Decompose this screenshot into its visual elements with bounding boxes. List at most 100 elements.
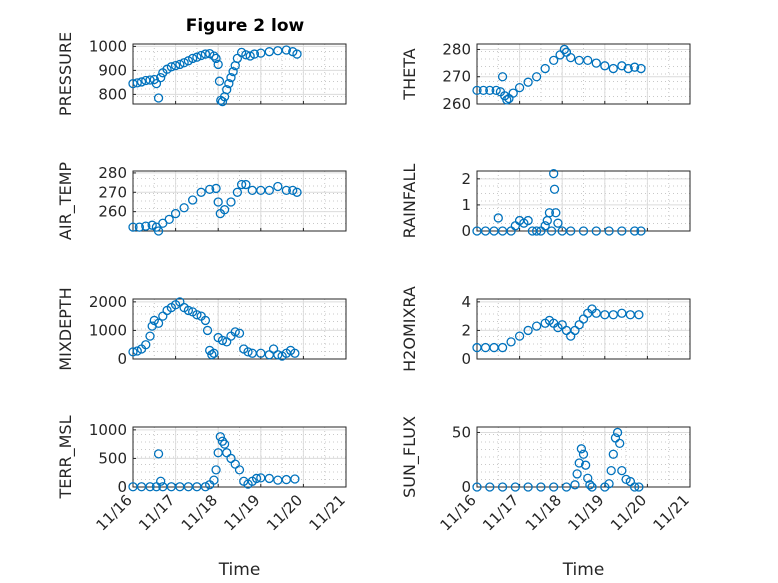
data-point — [615, 438, 625, 449]
data-point — [153, 449, 164, 459]
data-point — [502, 95, 512, 105]
data-point — [549, 184, 560, 194]
x-tick-label: 11/19 — [564, 491, 607, 534]
data-point — [612, 427, 623, 438]
figure-title: Figure 2 low — [186, 16, 305, 36]
y-tick-label: 1 — [461, 196, 471, 214]
data-point — [132, 78, 142, 88]
data-point — [566, 52, 576, 63]
data-point — [222, 448, 232, 458]
subplot-5: 0 1000 2000 MIXDEPTH — [56, 287, 347, 371]
data-point — [497, 342, 508, 353]
data-point — [559, 44, 569, 55]
axes-box — [476, 426, 691, 488]
data-point — [617, 226, 627, 236]
y-tick-label: 270 — [442, 68, 471, 86]
axes-box — [132, 426, 347, 488]
data-point — [531, 72, 542, 82]
data-point — [166, 62, 176, 72]
data-point — [264, 473, 274, 484]
data-point — [200, 315, 211, 326]
y-tick-label: 270 — [98, 183, 127, 201]
data-point — [292, 49, 302, 59]
data-point — [273, 475, 283, 485]
x-tick-label: 11/20 — [607, 491, 650, 534]
y-tick-label: 260 — [442, 95, 471, 113]
data-point — [219, 205, 230, 215]
data-point — [591, 58, 601, 68]
y-tick-label: 2 — [461, 170, 471, 188]
data-point — [485, 85, 495, 96]
data-point — [292, 187, 302, 197]
data-point — [273, 350, 283, 360]
data-point — [523, 77, 533, 87]
data-point — [574, 320, 584, 330]
data-point — [629, 62, 640, 72]
data-point — [175, 59, 185, 70]
data-point — [147, 220, 157, 230]
data-point — [290, 348, 300, 358]
x-tick-label: 11/16 — [437, 491, 480, 534]
data-point — [153, 226, 164, 236]
data-point — [549, 168, 559, 179]
y-tick-label: 50 — [452, 423, 471, 441]
x-tick-label: 11/20 — [263, 491, 306, 534]
data-point — [196, 187, 206, 197]
data-point — [232, 187, 243, 197]
y-tick-label: 0 — [117, 350, 127, 368]
y-tick-label: 1000 — [89, 321, 127, 339]
data-point — [523, 482, 533, 492]
y-axis-label: H2OMIXRA — [400, 286, 419, 372]
data-point — [230, 459, 240, 469]
x-tick-label: 11/21 — [650, 491, 693, 534]
x-tick-label: 11/17 — [135, 491, 178, 534]
data-point — [478, 85, 489, 96]
x-tick-label: 11/17 — [479, 491, 522, 534]
data-point — [179, 58, 189, 68]
data-point — [585, 480, 595, 490]
data-point — [606, 465, 616, 476]
data-point — [281, 45, 292, 55]
data-point — [497, 72, 508, 82]
data-point — [224, 78, 234, 89]
data-point — [251, 473, 262, 484]
data-point — [141, 221, 151, 231]
subplot-8: 0 50 SUN_FLUX 11/16 11/17 11/18 11/19 11/20 11/2… — [400, 416, 693, 580]
y-tick-label: 260 — [98, 203, 127, 221]
data-point — [574, 55, 584, 66]
data-point — [226, 197, 236, 207]
data-point — [132, 346, 142, 356]
y-tick-label: 0 — [461, 222, 471, 240]
data-point — [549, 55, 559, 66]
data-point — [211, 183, 221, 194]
data-point — [566, 226, 576, 236]
data-point — [578, 449, 589, 459]
data-point — [234, 328, 245, 338]
subplot-6: 0 2 4 H2OMIXRA — [400, 286, 691, 372]
data-point — [608, 63, 618, 74]
data-point — [546, 226, 557, 236]
data-point — [128, 347, 138, 357]
x-tick-label: 11/16 — [93, 491, 136, 534]
y-tick-label: 1000 — [89, 37, 127, 55]
data-point — [561, 482, 572, 492]
data-point — [128, 222, 138, 232]
data-point — [523, 325, 533, 336]
data-point — [514, 82, 525, 93]
data-point — [245, 51, 255, 61]
data-point — [151, 78, 162, 89]
y-tick-label: 500 — [98, 449, 127, 467]
data-point — [145, 331, 155, 341]
data-point — [531, 226, 542, 236]
y-tick-label: 0 — [117, 478, 127, 496]
data-point — [187, 195, 198, 205]
data-point — [217, 436, 228, 446]
data-point — [480, 342, 491, 353]
data-point — [209, 51, 219, 61]
y-tick-label: 1000 — [89, 421, 127, 439]
data-point — [510, 482, 520, 492]
data-point — [217, 96, 228, 107]
axes-box — [132, 170, 347, 232]
